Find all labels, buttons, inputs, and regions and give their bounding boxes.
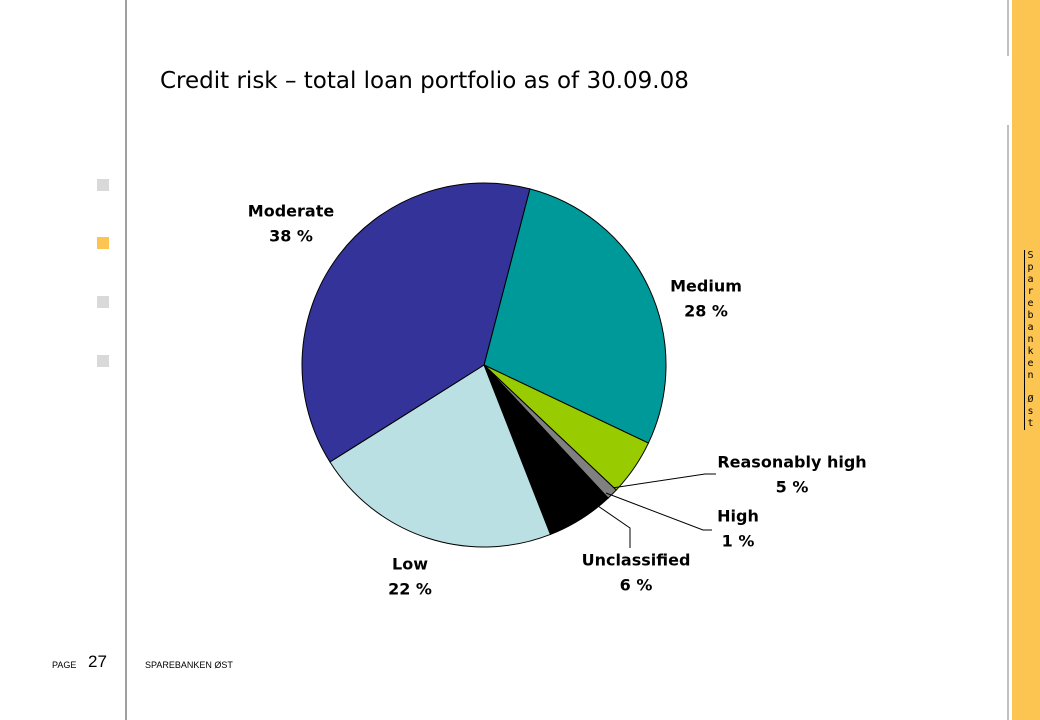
brand-text: Sparebanken Øst: [1025, 250, 1036, 430]
slice-label: Low: [392, 555, 428, 574]
slice-value-label: 28 %: [684, 302, 728, 321]
slice-value-label: 38 %: [269, 227, 313, 246]
bullet: [97, 355, 109, 367]
bullet: [97, 179, 109, 191]
slice-value-label: 6 %: [620, 576, 653, 595]
slice-label: Moderate: [248, 202, 335, 221]
pie-slice: [483, 188, 667, 444]
slice-value-label: 5 %: [776, 478, 809, 497]
slice-label: Unclassified: [582, 551, 691, 570]
leader-line: [611, 473, 716, 489]
pie: Medium 28 % Reasonably high 5 % High 1 % Uncla…: [248, 182, 867, 599]
bullet: [97, 296, 109, 308]
page-number: 27: [88, 652, 107, 671]
slice-value-label: 1 %: [722, 532, 755, 551]
bullet: [97, 237, 109, 249]
chart-title: Credit risk – total loan portfolio as of…: [160, 68, 689, 94]
slice-value-label: 22 %: [388, 580, 432, 599]
brand-bar: [1012, 0, 1040, 720]
pie-slice: [329, 364, 552, 548]
leader-line: [605, 492, 712, 531]
slice-label: Medium: [670, 277, 742, 296]
leader-line: [597, 505, 631, 548]
pie-slice: [301, 182, 531, 463]
slice-label: High: [717, 507, 759, 526]
slice-label: Reasonably high: [717, 453, 866, 472]
page-label: PAGE: [52, 660, 77, 670]
footer-company: SPAREBANKEN ØST: [145, 660, 233, 670]
